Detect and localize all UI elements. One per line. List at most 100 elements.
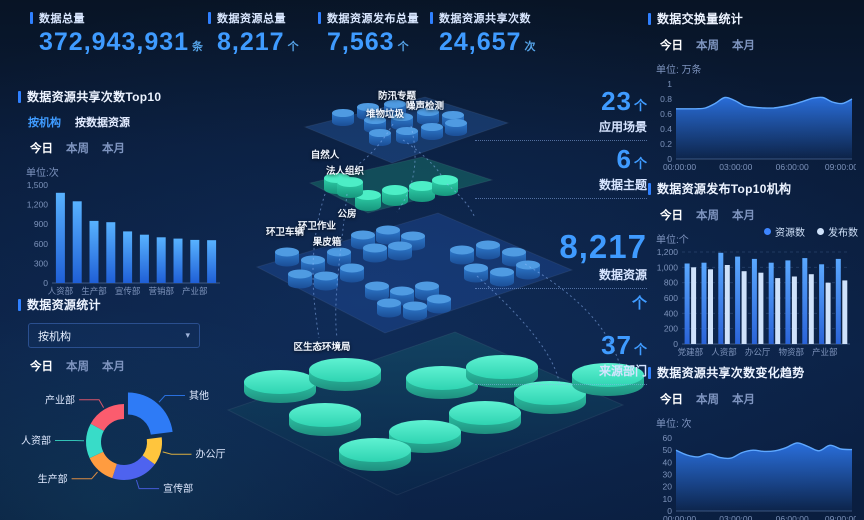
svg-text:00:00:00: 00:00:00 <box>663 514 696 520</box>
filter-today[interactable]: 今日 <box>660 210 683 222</box>
accent-bar <box>208 12 211 24</box>
org-dropdown-value: 按机构 <box>38 330 71 343</box>
panel-exchange-stats: 数据交换量统计 今日 本周 本月 单位: 万条 0 0.2 0.4 0.6 0.8 1 00… <box>648 10 860 177</box>
unit-label: 单位: 万条 <box>656 65 702 76</box>
scene-label-resource: 果皮箱 <box>312 237 342 248</box>
filter-month[interactable]: 本月 <box>732 40 755 52</box>
svg-text:办公厅: 办公厅 <box>195 448 225 461</box>
panel-share-trend: 数据资源共享次数变化趋势 今日 本周 本月 单位: 次 0 10 20 30 40 50 6… <box>648 364 860 520</box>
svg-text:900: 900 <box>34 219 48 229</box>
svg-text:06:00:00: 06:00:00 <box>776 162 809 172</box>
panel-resource-stats: 数据资源统计 按机构 ▾ 今日 本周 本月 其他 办公厅 宣传部 生产部 人资部 产业部 <box>18 296 236 520</box>
tab-by-org[interactable]: 按机构 <box>28 117 61 129</box>
stat-value: 23 <box>601 86 632 116</box>
stat-unit: 个 <box>633 342 647 357</box>
accent-bar <box>18 90 21 103</box>
svg-text:50: 50 <box>663 445 673 455</box>
filter-week[interactable]: 本周 <box>696 394 719 406</box>
filter-today[interactable]: 今日 <box>660 40 683 52</box>
svg-text:0: 0 <box>667 506 672 516</box>
filter-today[interactable]: 今日 <box>30 361 53 373</box>
filter-month[interactable]: 本月 <box>732 210 755 222</box>
svg-text:党建部: 党建部 <box>678 347 704 357</box>
svg-text:1: 1 <box>667 79 672 89</box>
panel-title: 数据资源共享次数变化趋势 <box>657 366 805 380</box>
filter-month[interactable]: 本月 <box>732 394 755 406</box>
kpi-publish-total: 数据资源发布总量 7,563 个 <box>318 10 419 55</box>
kpi-title: 数据资源共享次数 <box>439 13 531 25</box>
svg-text:生产部: 生产部 <box>81 286 107 296</box>
tab-by-resource[interactable]: 按数据资源 <box>75 117 130 129</box>
kpi-unit: 个 <box>287 41 299 53</box>
panel-title: 数据资源共享次数Top10 <box>27 90 162 104</box>
svg-text:60: 60 <box>663 433 673 443</box>
filter-week[interactable]: 本周 <box>696 40 719 52</box>
accent-bar <box>648 12 651 25</box>
filter-week[interactable]: 本周 <box>66 361 89 373</box>
svg-text:其他: 其他 <box>189 389 209 402</box>
kpi-unit: 条 <box>192 41 204 53</box>
svg-text:30: 30 <box>663 470 673 480</box>
stat-source-departments: 37 个 来源部门 <box>475 332 647 385</box>
scene-label-app: 噪声检测 <box>405 101 445 112</box>
share-trend-area-chart: 0 10 20 30 40 50 60 00:00:00 03:00:00 06:00:00 09:… <box>663 433 859 520</box>
svg-text:0: 0 <box>667 154 672 164</box>
filter-month[interactable]: 本月 <box>102 361 125 373</box>
filter-month[interactable]: 本月 <box>102 143 125 155</box>
panel-title: 数据资源统计 <box>27 298 101 312</box>
svg-text:物资部: 物资部 <box>778 347 804 357</box>
filter-week[interactable]: 本周 <box>66 143 89 155</box>
publish-top10-bar-chart: 0 200 400 600 800 1,000 1,200 党建部 人资部 办公厅 物资部 产业部 <box>657 247 850 357</box>
kpi-title: 数据资源发布总量 <box>327 13 419 25</box>
svg-text:400: 400 <box>664 308 678 318</box>
svg-text:人资部: 人资部 <box>48 286 74 296</box>
scene-label-theme: 法人组织 <box>325 166 365 177</box>
legend-dot <box>764 228 771 235</box>
svg-text:产业部: 产业部 <box>45 393 75 406</box>
filter-week[interactable]: 本周 <box>696 210 719 222</box>
stat-label: 数据资源 <box>598 268 647 282</box>
svg-text:03:00:00: 03:00:00 <box>719 162 752 172</box>
kpi-value: 24,657 <box>439 28 522 56</box>
svg-text:600: 600 <box>664 293 678 303</box>
panel-share-top10: 数据资源共享次数Top10 按机构 按数据资源 今日 本周 本月 单位:次 0 3… <box>18 88 236 302</box>
svg-text:03:00:00: 03:00:00 <box>719 514 752 520</box>
kpi-value: 372,943,931 <box>39 28 190 56</box>
svg-text:40: 40 <box>663 457 673 467</box>
svg-text:1,000: 1,000 <box>657 262 679 272</box>
dashed-leader-line <box>475 384 647 385</box>
svg-text:宣传部: 宣传部 <box>115 286 141 296</box>
accent-bar <box>648 366 651 379</box>
accent-bar <box>30 12 33 24</box>
svg-text:0: 0 <box>673 339 678 349</box>
legend-item-published[interactable]: 发布数 <box>817 224 858 239</box>
stat-app-scenarios: 23 个 应用场景 <box>475 88 647 141</box>
filter-today[interactable]: 今日 <box>30 143 53 155</box>
panel-title: 数据资源发布Top10机构 <box>657 182 792 196</box>
org-dropdown[interactable]: 按机构 ▾ <box>28 323 200 348</box>
kpi-total-data: 数据总量 372,943,931 条 <box>30 10 203 55</box>
unit-label: 单位: 次 <box>656 419 692 430</box>
filter-today[interactable]: 今日 <box>660 394 683 406</box>
svg-text:产业部: 产业部 <box>812 347 838 357</box>
svg-text:产业部: 产业部 <box>182 286 208 296</box>
legend-label: 资源数 <box>775 228 805 239</box>
kpi-title: 数据总量 <box>39 13 85 25</box>
scene-label-app: 堆物垃圾 <box>365 109 405 120</box>
svg-text:09:00:00: 09:00:00 <box>825 514 856 520</box>
scene-label-resource: 公房 <box>337 209 357 220</box>
accent-bar <box>18 298 21 311</box>
chart-legend: 资源数 发布数 <box>764 224 858 239</box>
panel-publish-top10: 数据资源发布Top10机构 今日 本周 本月 资源数 发布数 单位:个 0 200… <box>648 180 860 363</box>
scene-label-department: 区生态环境局 <box>293 342 351 353</box>
legend-label: 发布数 <box>828 228 858 239</box>
svg-text:1,200: 1,200 <box>27 200 49 210</box>
svg-text:人资部: 人资部 <box>21 434 51 447</box>
topology-scene: 防汛专题 噪声检测 堆物垃圾 自然人 法人组织 公房 环卫作业 环卫车辆 果皮箱… <box>225 80 655 515</box>
legend-item-resources[interactable]: 资源数 <box>764 224 805 239</box>
svg-text:0.4: 0.4 <box>660 124 672 134</box>
accent-bar <box>318 12 321 24</box>
stat-data-resources: 8,217 数据资源 个 <box>475 230 647 313</box>
